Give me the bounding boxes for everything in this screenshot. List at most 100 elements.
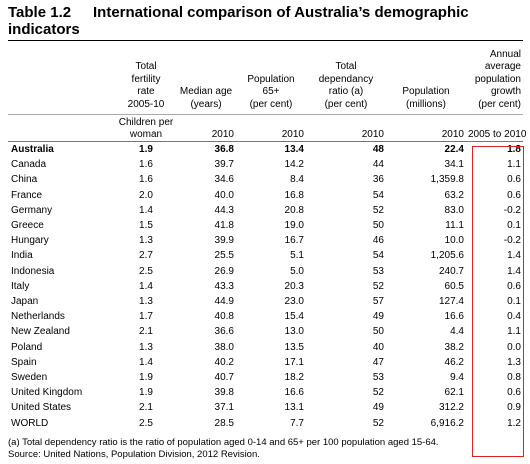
column-header: Total fertility rate 2005-10 (116, 40, 176, 115)
cell: 16.8 (284, 189, 304, 201)
table-row: Spain 1.4 40.2 17.1 47 46.2 1.3 (8, 355, 523, 370)
cell: 17.1 (284, 356, 304, 368)
cell: 5.0 (290, 265, 304, 277)
cell: 44 (372, 159, 384, 171)
note: (a) Total dependency ratio is the ratio … (8, 437, 439, 448)
row-label: Sweden (11, 372, 48, 384)
cell: 53 (372, 372, 384, 384)
cell: 62.1 (444, 387, 464, 399)
cell: 1.4 (139, 204, 153, 216)
cell: 40.8 (214, 311, 234, 323)
cell: 13.4 (284, 144, 304, 155)
cell: 1.7 (139, 311, 153, 323)
cell: -0.2 (503, 235, 521, 247)
table-number: Table 1.2 (8, 4, 72, 21)
row-label: Spain (11, 356, 37, 368)
cell: 1.6 (139, 174, 153, 186)
cell: 44.3 (214, 204, 234, 216)
header-line: 2005-10 (127, 98, 165, 110)
cell: 1.3 (507, 356, 521, 368)
table-row: Canada 1.6 39.7 14.2 44 34.1 1.1 (8, 157, 523, 172)
cell: 1.3 (139, 341, 153, 353)
header-line: rate (137, 86, 155, 97)
note: Source: United Nations, Population Divis… (8, 448, 260, 460)
cell: 52 (372, 417, 384, 429)
cell: 6,916.2 (430, 417, 464, 429)
cell: 43.3 (214, 280, 234, 292)
header-line: (millions) (406, 98, 446, 110)
table-row: Netherlands 1.7 40.8 15.4 49 16.6 0.4 (8, 309, 523, 324)
cell: 4.4 (450, 326, 464, 338)
cell: 49 (372, 311, 384, 323)
cell: 240.7 (438, 265, 464, 277)
cell: 2.5 (139, 265, 153, 277)
table-row: Japan 1.3 44.9 23.0 57 127.4 0.1 (8, 294, 523, 309)
cell: 14.2 (284, 159, 304, 171)
subheader-cell: Children per woman (116, 114, 176, 142)
column-header: Population (millions) (386, 40, 466, 115)
cell: 39.7 (214, 159, 234, 171)
cell: 41.8 (214, 220, 234, 232)
row-label: Indonesia (11, 265, 55, 277)
title-text: International comparison of Australia’s … (8, 4, 469, 38)
cell: 39.8 (214, 387, 234, 399)
header-line: Median age (179, 86, 233, 97)
column-header: Median age (years) (176, 40, 236, 115)
cell: 22.4 (444, 144, 464, 155)
cell: 1.1 (507, 159, 521, 171)
cell: 1.6 (139, 159, 153, 171)
row-label: Hungary (11, 235, 49, 247)
cell: 20.8 (284, 204, 304, 216)
cell: 57 (372, 296, 384, 308)
row-label: United States (11, 402, 72, 414)
table-row: United Kingdom 1.9 39.8 16.6 52 62.1 0.6 (8, 385, 523, 400)
cell: 0.6 (507, 189, 521, 201)
header-line: Total (135, 61, 157, 72)
header-line: 65+ (262, 86, 280, 97)
header-line: growth (490, 86, 521, 97)
table-title: Table 1.2 International comparison of Aus… (8, 4, 523, 38)
header-line: Population (247, 73, 295, 85)
cell: 0.8 (507, 372, 521, 384)
header-line: Total (335, 61, 357, 72)
table-row: United States 2.1 37.1 13.1 49 312.2 0.9 (8, 400, 523, 415)
column-header: Total dependancy ratio (a) (per cent) (306, 40, 386, 115)
cell: 16.6 (444, 311, 464, 323)
subheader-cell (8, 114, 116, 142)
cell: 40 (372, 341, 384, 353)
column-header (8, 40, 116, 115)
header-line: population (474, 73, 521, 85)
cell: 127.4 (438, 296, 464, 308)
cell: 16.7 (284, 235, 304, 247)
row-label: Germany (11, 204, 53, 216)
cell: 48 (372, 144, 384, 155)
subheader-cell: 2010 (236, 114, 306, 142)
cell: 0.6 (507, 280, 521, 292)
cell: 20.3 (284, 280, 304, 292)
header-line: (per cent) (249, 98, 293, 110)
cell: 1.4 (139, 280, 153, 292)
row-label: Poland (11, 341, 43, 353)
cell: 46.2 (444, 356, 464, 368)
table-row: Sweden 1.9 40.7 18.2 53 9.4 0.8 (8, 370, 523, 385)
cell: 13.1 (284, 402, 304, 414)
cell: 1.3 (139, 296, 153, 308)
cell: 1.4 (139, 356, 153, 368)
cell: 1.9 (139, 372, 153, 384)
cell: 83.0 (444, 204, 464, 216)
cell: 54 (372, 189, 384, 201)
cell: 19.0 (284, 220, 304, 232)
cell: 2.5 (139, 417, 153, 429)
cell: 5.1 (290, 250, 304, 262)
cell: 0.1 (507, 296, 521, 308)
subheader-cell: 2010 (176, 114, 236, 142)
cell: 52 (372, 280, 384, 292)
subheader-cell: 2010 (386, 114, 466, 142)
header-line: ratio (a) (328, 86, 364, 97)
subheader-cell: 2010 (306, 114, 386, 142)
table-row: Australia 1.9 36.8 13.4 48 22.4 1.8 (8, 142, 523, 158)
cell: 26.9 (214, 265, 234, 277)
cell: 40.0 (214, 189, 234, 201)
cell: 1.8 (507, 144, 521, 155)
cell: 63.2 (444, 189, 464, 201)
